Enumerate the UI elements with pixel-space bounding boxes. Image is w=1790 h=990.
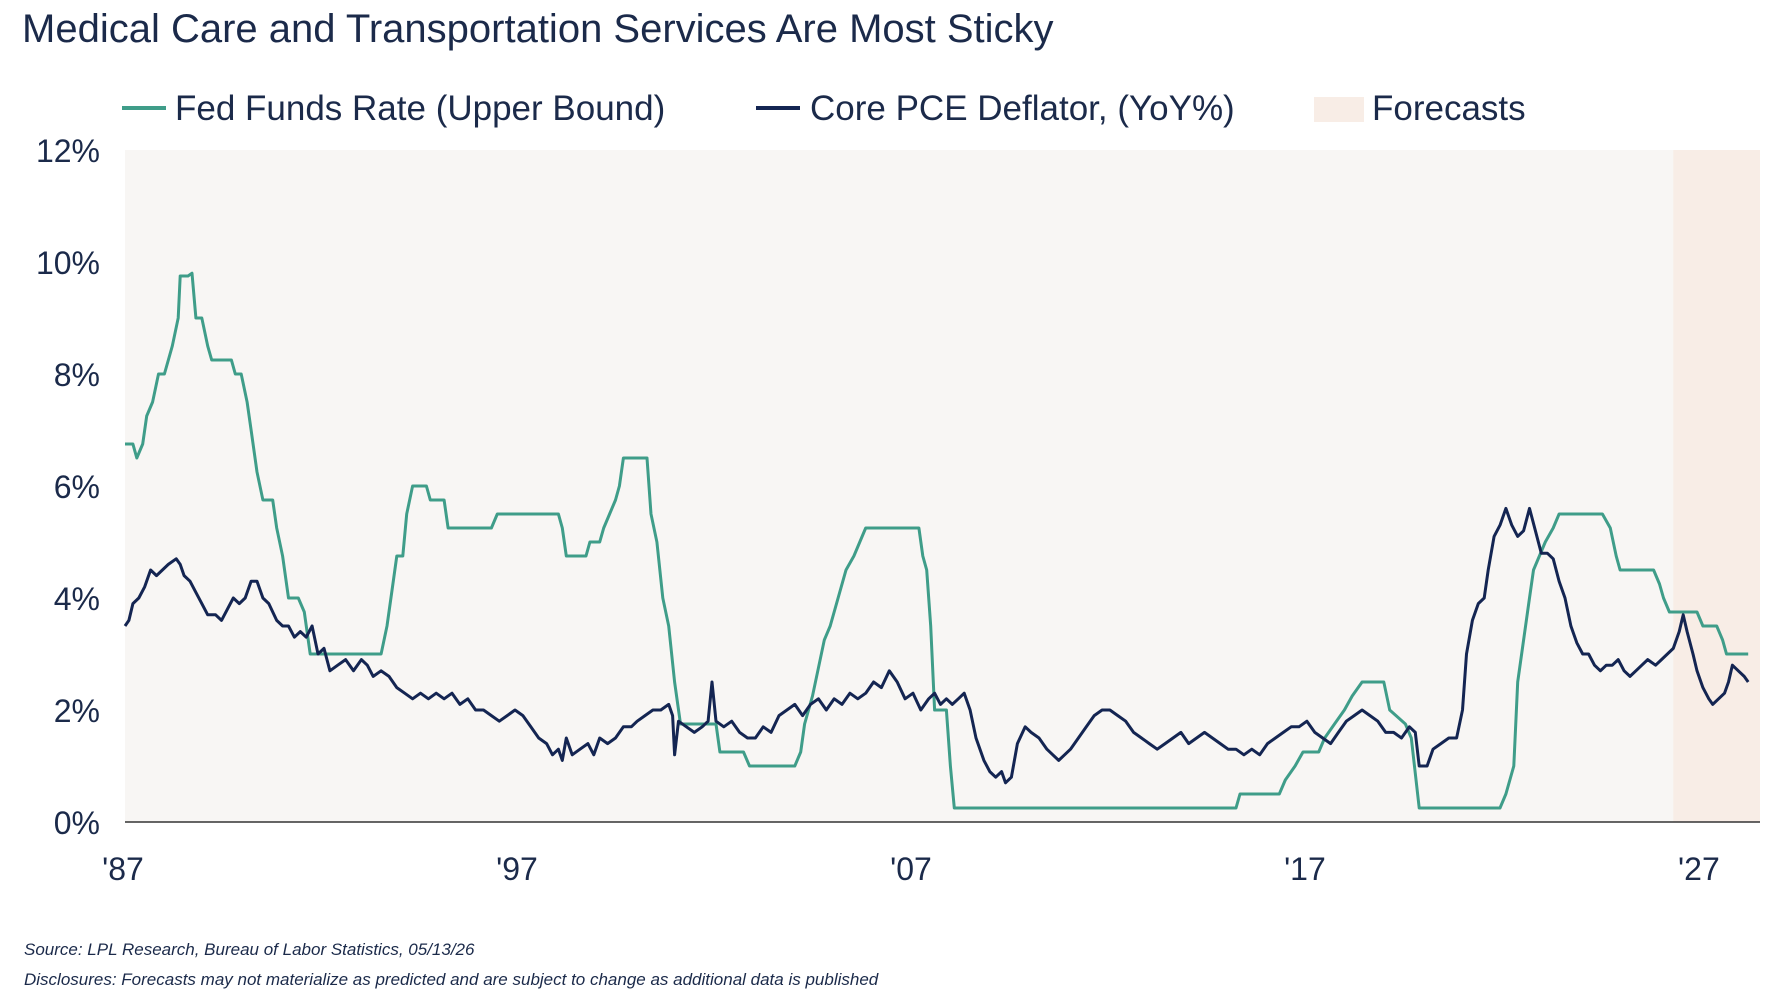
forecast-shading: [1673, 150, 1760, 822]
series-line-core-pce: [123, 506, 1750, 785]
x-tick-label: '87: [102, 851, 144, 887]
y-tick-label: 6%: [54, 469, 100, 505]
legend-label-core-pce: Core PCE Deflator, (YoY%): [810, 89, 1235, 128]
disclosure-note: Disclosures: Forecasts may not materiali…: [24, 970, 879, 989]
y-tick-label: 4%: [54, 581, 100, 617]
x-tick-label: '07: [890, 851, 932, 887]
y-tick-label: 10%: [36, 245, 100, 281]
y-tick-label: 2%: [54, 693, 100, 729]
y-tick-label: 0%: [54, 805, 100, 841]
legend-label-forecasts: Forecasts: [1372, 89, 1526, 128]
legend-swatch-forecasts: [1314, 97, 1364, 122]
x-tick-label: '97: [496, 851, 538, 887]
plot-area: 0% 2% 4% 6% 8% 10% 12% '87 '97 '07 '17 '27: [36, 133, 1760, 887]
y-tick-label: 8%: [54, 357, 100, 393]
source-note: Source: LPL Research, Bureau of Labor St…: [24, 940, 475, 959]
y-tick-label: 12%: [36, 133, 100, 169]
x-tick-label: '27: [1678, 851, 1720, 887]
chart-title: Medical Care and Transportation Services…: [22, 7, 1054, 51]
x-tick-label: '17: [1284, 851, 1326, 887]
chart-legend: Fed Funds Rate (Upper Bound) Core PCE De…: [122, 89, 1526, 128]
legend-label-fed-funds: Fed Funds Rate (Upper Bound): [175, 89, 665, 128]
series-line-fed-funds: [125, 271, 1749, 810]
